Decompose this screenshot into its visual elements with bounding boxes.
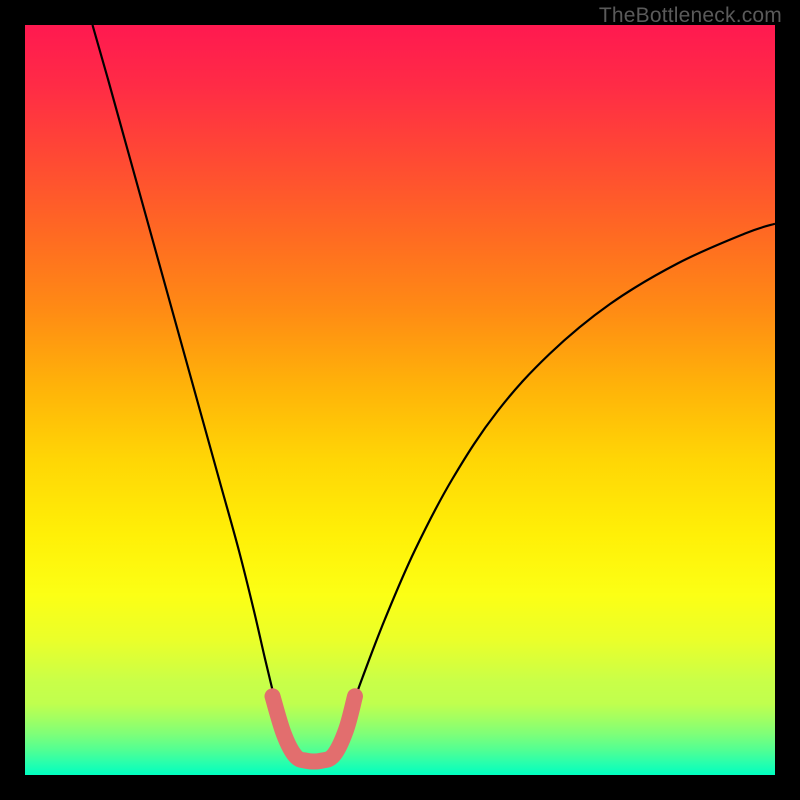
series-left-branch [93, 25, 281, 719]
watermark-text: TheBottleneck.com [599, 4, 782, 28]
curve-layer [25, 25, 775, 775]
series-right-branch [349, 224, 775, 715]
series-valley-highlight [273, 696, 356, 761]
plot-area [25, 25, 775, 775]
